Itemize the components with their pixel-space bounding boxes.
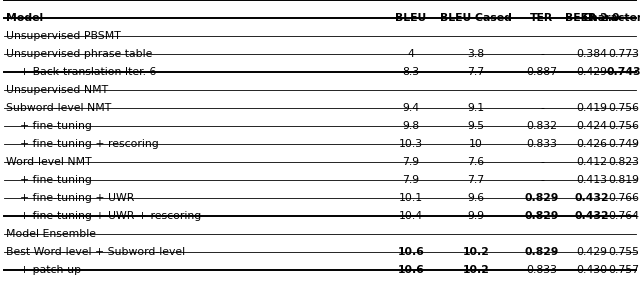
- Text: 0.832: 0.832: [527, 121, 557, 131]
- Text: Unsupervised phrase table: Unsupervised phrase table: [6, 49, 152, 59]
- Text: 0.432: 0.432: [575, 211, 609, 221]
- Text: 7.7: 7.7: [467, 67, 484, 77]
- Text: 3.8: 3.8: [467, 49, 484, 59]
- Text: 10: 10: [469, 139, 483, 149]
- Text: 0.432: 0.432: [575, 193, 609, 203]
- Text: BEER 2.0: BEER 2.0: [564, 13, 620, 23]
- Text: 0.426: 0.426: [577, 139, 607, 149]
- Text: 0.887: 0.887: [527, 67, 557, 77]
- Text: -: -: [540, 103, 544, 113]
- Text: 10.1: 10.1: [399, 193, 423, 203]
- Text: Word-level NMT: Word-level NMT: [6, 157, 92, 167]
- Text: 0.823: 0.823: [609, 157, 639, 167]
- Text: 0.384: 0.384: [577, 49, 607, 59]
- Text: 10.2: 10.2: [463, 265, 490, 275]
- Text: 8.3: 8.3: [403, 67, 420, 77]
- Text: 0.819: 0.819: [609, 175, 639, 185]
- Text: Model: Model: [6, 13, 43, 23]
- Text: BLEU Cased: BLEU Cased: [440, 13, 512, 23]
- Text: -: -: [540, 49, 544, 59]
- Text: 10.4: 10.4: [399, 211, 423, 221]
- Text: Unsupervised PBSMT: Unsupervised PBSMT: [6, 31, 121, 41]
- Text: 7.9: 7.9: [403, 157, 420, 167]
- Text: 0.430: 0.430: [577, 265, 607, 275]
- Text: + Back-translation Iter. 6: + Back-translation Iter. 6: [6, 67, 156, 77]
- Text: 9.6: 9.6: [467, 193, 484, 203]
- Text: 0.757: 0.757: [609, 265, 639, 275]
- Text: 0.756: 0.756: [609, 103, 639, 113]
- Text: + fine-tuning: + fine-tuning: [6, 121, 92, 131]
- Text: 10.6: 10.6: [397, 265, 424, 275]
- Text: 0.412: 0.412: [577, 157, 607, 167]
- Text: 0.743: 0.743: [607, 67, 640, 77]
- Text: 0.749: 0.749: [609, 139, 639, 149]
- Text: 0.755: 0.755: [609, 247, 639, 257]
- Text: BLEU: BLEU: [396, 13, 427, 23]
- Text: -: -: [540, 157, 544, 167]
- Text: 10.3: 10.3: [399, 139, 423, 149]
- Text: 10.2: 10.2: [463, 247, 490, 257]
- Text: 7.9: 7.9: [403, 175, 420, 185]
- Text: 0.429: 0.429: [577, 67, 607, 77]
- Text: 9.8: 9.8: [403, 121, 420, 131]
- Text: 9.5: 9.5: [467, 121, 484, 131]
- Text: CharacterTER: CharacterTER: [582, 13, 640, 23]
- Text: 10.6: 10.6: [397, 247, 424, 257]
- Text: 0.429: 0.429: [577, 247, 607, 257]
- Text: 0.829: 0.829: [525, 193, 559, 203]
- Text: 0.413: 0.413: [577, 175, 607, 185]
- Text: + fine-tuning + rescoring: + fine-tuning + rescoring: [6, 139, 159, 149]
- Text: + patch-up: + patch-up: [6, 265, 81, 275]
- Text: 0.766: 0.766: [609, 193, 639, 203]
- Text: 0.829: 0.829: [525, 247, 559, 257]
- Text: 0.829: 0.829: [525, 211, 559, 221]
- Text: 0.419: 0.419: [577, 103, 607, 113]
- Text: 7.6: 7.6: [467, 157, 484, 167]
- Text: 9.1: 9.1: [467, 103, 484, 113]
- Text: 0.764: 0.764: [609, 211, 639, 221]
- Text: Subword-level NMT: Subword-level NMT: [6, 103, 111, 113]
- Text: 0.833: 0.833: [527, 265, 557, 275]
- Text: 7.7: 7.7: [467, 175, 484, 185]
- Text: + fine-tuning + UWR + rescoring: + fine-tuning + UWR + rescoring: [6, 211, 201, 221]
- Text: + fine-tuning + UWR: + fine-tuning + UWR: [6, 193, 134, 203]
- Text: TER: TER: [531, 13, 554, 23]
- Text: 0.833: 0.833: [527, 139, 557, 149]
- Text: 0.756: 0.756: [609, 121, 639, 131]
- Text: 0.424: 0.424: [577, 121, 607, 131]
- Text: 9.9: 9.9: [467, 211, 484, 221]
- Text: Unsupervised NMT: Unsupervised NMT: [6, 85, 108, 95]
- Text: + fine-tuning: + fine-tuning: [6, 175, 92, 185]
- Text: 0.773: 0.773: [609, 49, 639, 59]
- Text: Best Word-level + Subword-level: Best Word-level + Subword-level: [6, 247, 185, 257]
- Text: 9.4: 9.4: [403, 103, 420, 113]
- Text: Model Ensemble: Model Ensemble: [6, 229, 96, 239]
- Text: 4: 4: [408, 49, 415, 59]
- Text: -: -: [540, 175, 544, 185]
